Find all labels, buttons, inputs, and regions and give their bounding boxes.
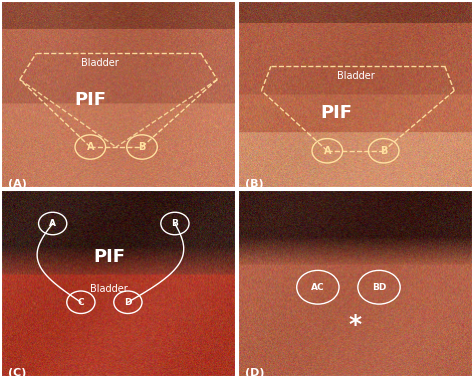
Text: Bladder: Bladder (337, 71, 374, 81)
Text: B: B (172, 219, 178, 228)
Text: A: A (87, 142, 94, 152)
Text: PIF: PIF (74, 91, 106, 109)
Text: (C): (C) (8, 368, 27, 378)
Text: (B): (B) (245, 179, 264, 189)
Text: Bladder: Bladder (81, 57, 118, 68)
Text: PIF: PIF (93, 248, 125, 266)
Text: A: A (324, 146, 331, 156)
Text: BD: BD (372, 283, 386, 292)
Text: PIF: PIF (321, 104, 353, 122)
Text: (D): (D) (245, 368, 264, 378)
Text: B: B (138, 142, 146, 152)
Text: C: C (78, 298, 84, 307)
Text: Bladder: Bladder (90, 284, 128, 294)
Text: (A): (A) (8, 179, 27, 189)
Text: D: D (124, 298, 132, 307)
Text: B: B (380, 146, 387, 156)
Text: *: * (349, 313, 362, 337)
Text: AC: AC (311, 283, 325, 292)
Text: A: A (49, 219, 56, 228)
